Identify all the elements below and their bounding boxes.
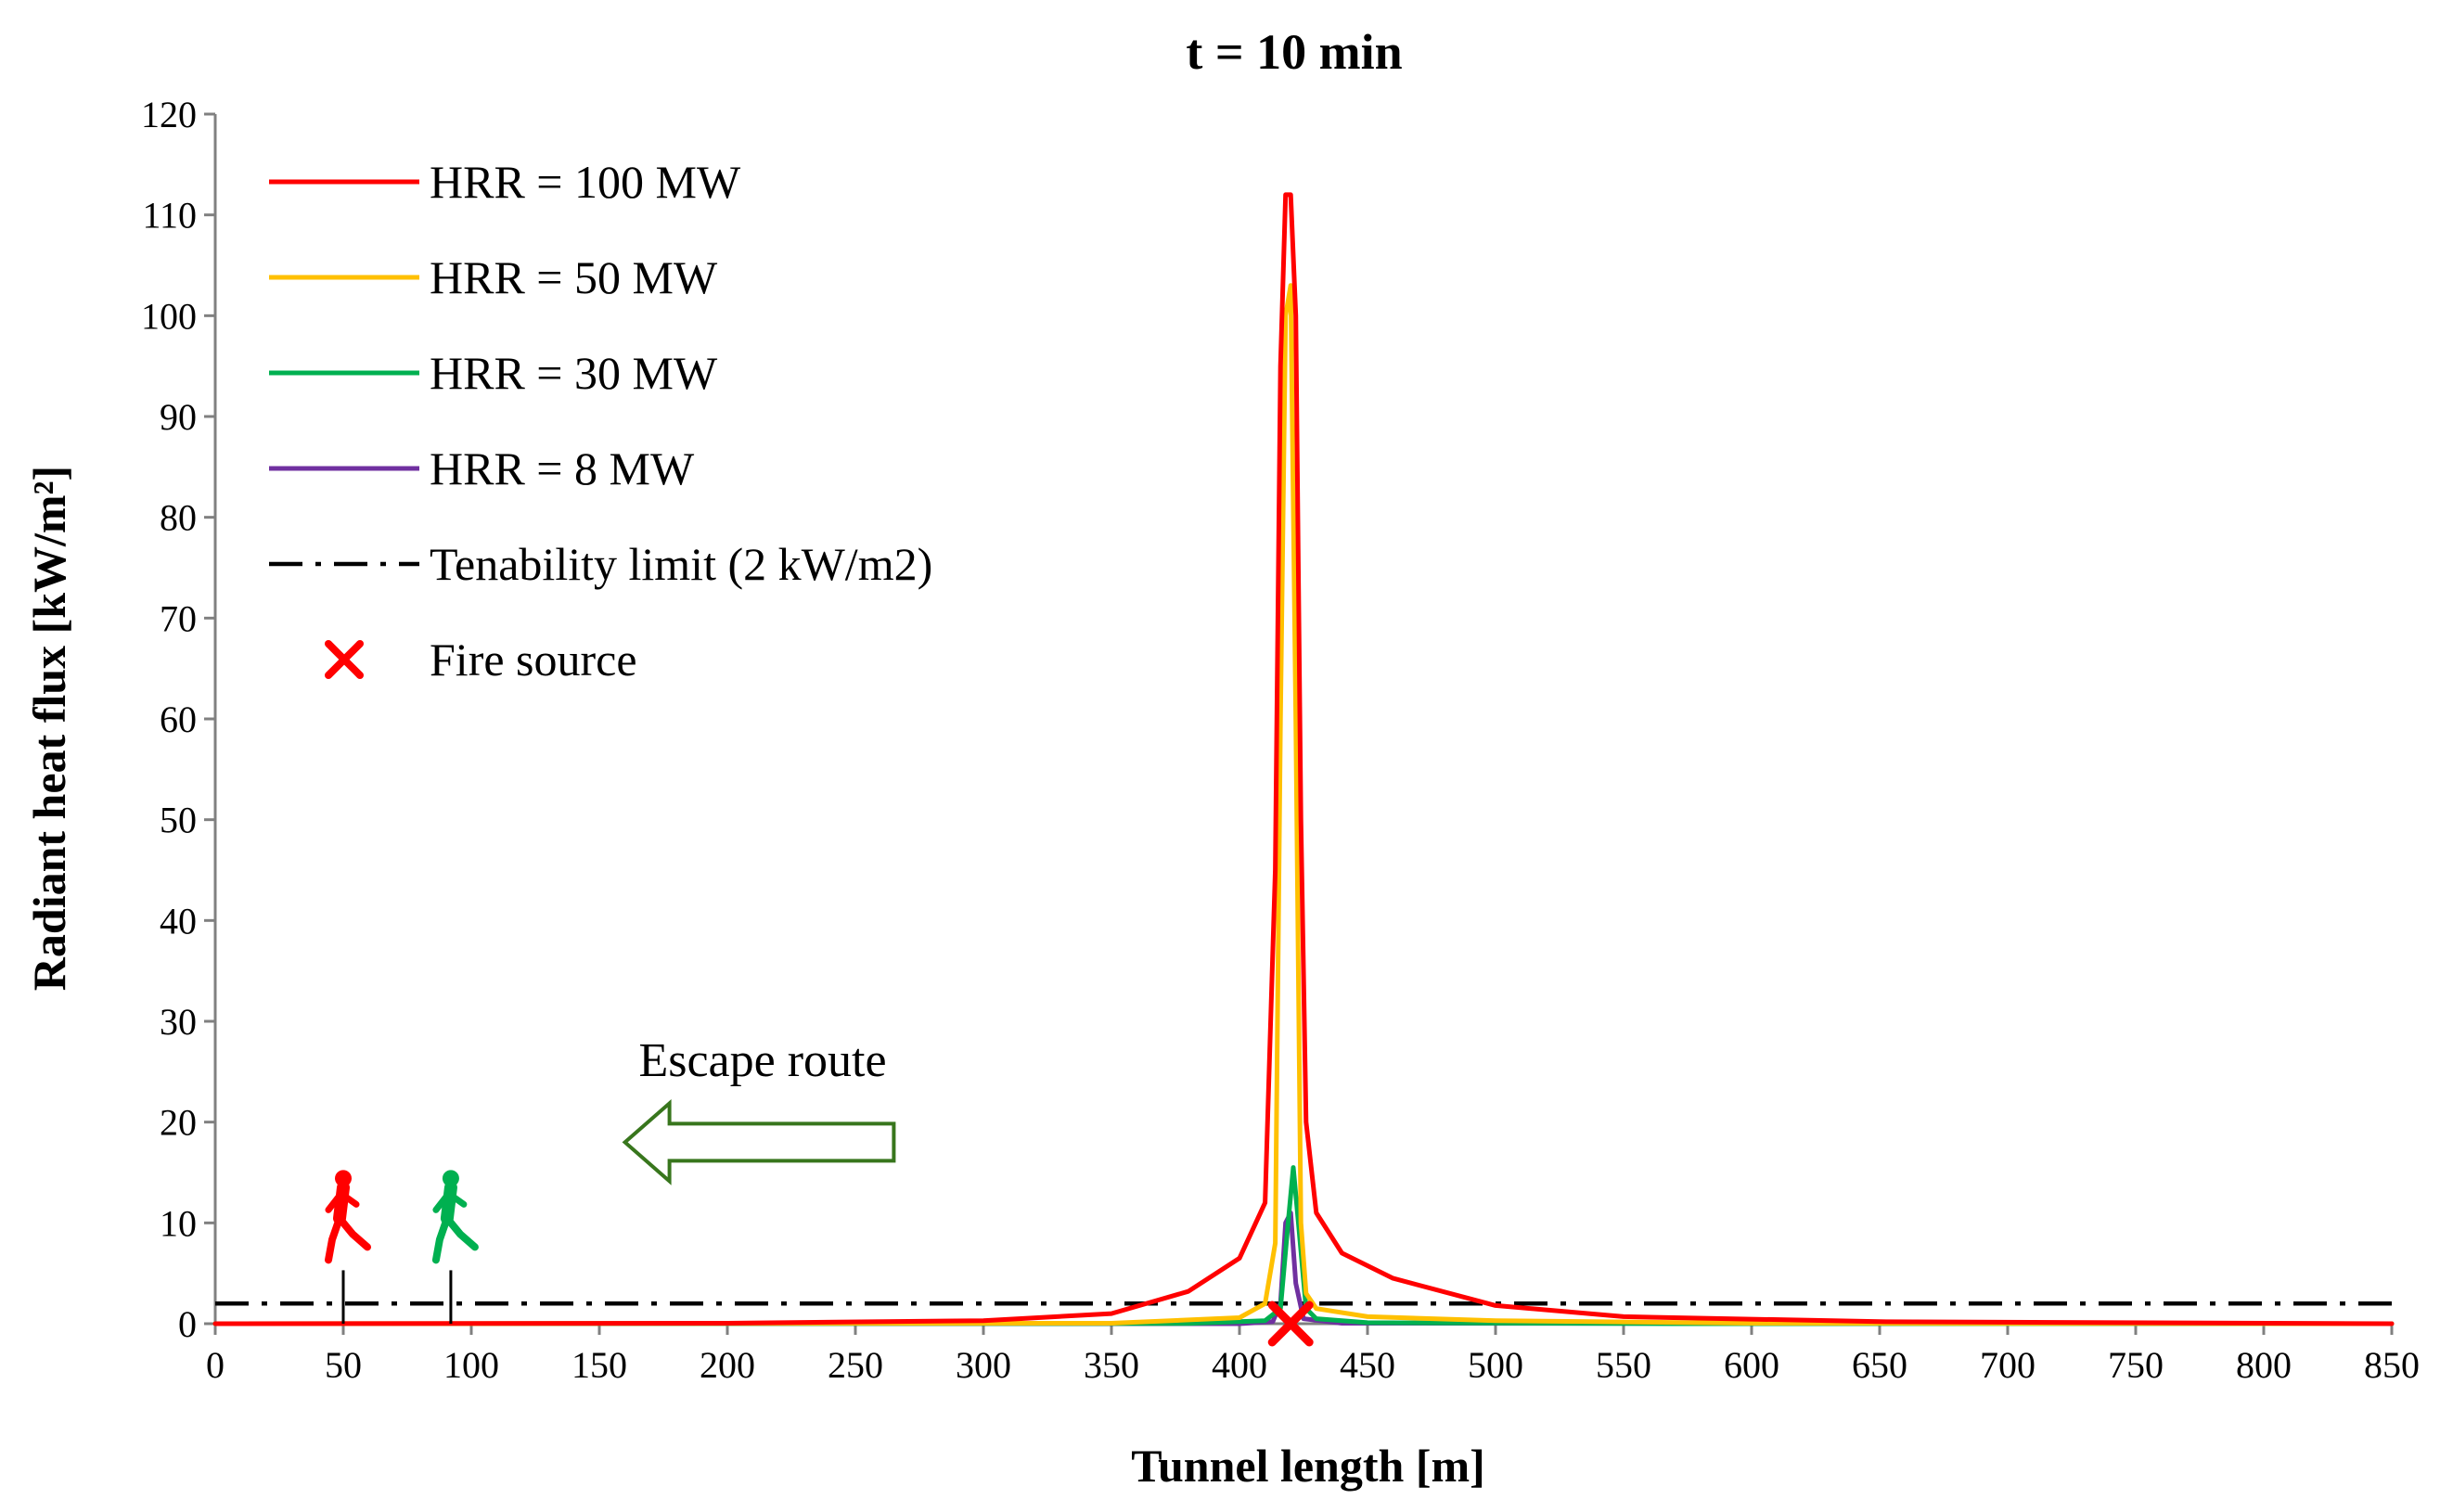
series-line-hrr-30-mw xyxy=(212,1165,2395,1326)
legend-label: Tenability limit (2 kW/m2) xyxy=(430,538,932,590)
x-tick-label: 0 xyxy=(206,1344,225,1386)
x-tick-label: 550 xyxy=(1596,1344,1651,1386)
y-tick-label: 80 xyxy=(160,497,197,539)
x-tick-label: 850 xyxy=(2364,1344,2420,1386)
y-tick-label: 60 xyxy=(160,698,197,740)
y-tick-label: 20 xyxy=(160,1102,197,1144)
y-tick-label: 100 xyxy=(141,295,197,337)
x-tick-label: 800 xyxy=(2236,1344,2292,1386)
runner-arms xyxy=(325,1189,360,1213)
y-tick-label: 90 xyxy=(160,396,197,438)
runner-arms xyxy=(432,1189,468,1213)
x-axis-title: Tunnel length [m] xyxy=(1131,1440,1485,1492)
y-tick-label: 10 xyxy=(160,1202,197,1244)
x-tick-label: 500 xyxy=(1468,1344,1523,1386)
y-ticks: 0 10 20 30 40 50 60 70 80 90 100 110 120 xyxy=(141,94,215,1345)
legend-x-stroke xyxy=(325,640,364,679)
x-tick-label: 600 xyxy=(1724,1344,1779,1386)
x-tick-label: 450 xyxy=(1340,1344,1395,1386)
legend: HRR = 100 MW HRR = 50 MW HRR = 30 MW HRR = … xyxy=(269,156,932,686)
x-tick-label: 700 xyxy=(1980,1344,2035,1386)
runner-head xyxy=(442,1170,459,1187)
y-tick-label: 120 xyxy=(141,94,197,135)
x-tick-label: 350 xyxy=(1084,1344,1139,1386)
fire-source-marker-icon xyxy=(1267,1301,1314,1347)
runner-head xyxy=(335,1170,352,1187)
y-tick-label: 30 xyxy=(160,1001,197,1043)
y-tick-label: 40 xyxy=(160,900,197,942)
running-person-icon xyxy=(325,1170,371,1264)
x-tick-label: 650 xyxy=(1852,1344,1907,1386)
x-tick-label: 300 xyxy=(956,1344,1011,1386)
y-axis-title: Radiant heat flux [kW/m²] xyxy=(23,466,75,991)
y-tick-label: 70 xyxy=(160,597,197,639)
y-tick-label: 0 xyxy=(178,1303,197,1345)
x-ticks: 0 50 100 150 200 250 300 350 400 450 500 550 600 650 7… xyxy=(206,1324,2420,1386)
x-tick-label: 150 xyxy=(571,1344,627,1386)
y-tick-label: 50 xyxy=(160,800,197,841)
x-tick-label: 250 xyxy=(828,1344,883,1386)
y-tick-label: 110 xyxy=(142,195,197,237)
runners-group xyxy=(325,1170,479,1324)
legend-label: Fire source xyxy=(430,634,637,686)
escape-arrow-icon xyxy=(622,1098,896,1185)
running-person-icon xyxy=(431,1170,479,1264)
x-tick-label: 100 xyxy=(443,1344,499,1386)
legend-label: HRR = 8 MW xyxy=(430,442,695,494)
series-line-hrr-100-mw xyxy=(212,192,2395,1326)
legend-fire-marker-icon xyxy=(325,640,364,679)
x-tick-label: 400 xyxy=(1212,1344,1267,1386)
escape-route-annotation: Escape route xyxy=(622,1034,896,1185)
runner-legs xyxy=(431,1214,479,1264)
runner-legs xyxy=(325,1214,371,1264)
x-tick-label: 750 xyxy=(2108,1344,2164,1386)
fire-source-marker-group xyxy=(1267,1301,1314,1347)
fire-x-stroke xyxy=(1267,1301,1314,1347)
legend-label: HRR = 100 MW xyxy=(430,156,741,208)
x-tick-label: 200 xyxy=(700,1344,755,1386)
series-line-hrr-50-mw xyxy=(212,283,2395,1326)
legend-label: HRR = 50 MW xyxy=(430,251,718,303)
chart-title: t = 10 min xyxy=(1186,24,1402,80)
legend-label: HRR = 30 MW xyxy=(430,347,718,399)
escape-route-label: Escape route xyxy=(638,1034,886,1087)
x-tick-label: 50 xyxy=(325,1344,362,1386)
series-group xyxy=(212,192,2395,1326)
